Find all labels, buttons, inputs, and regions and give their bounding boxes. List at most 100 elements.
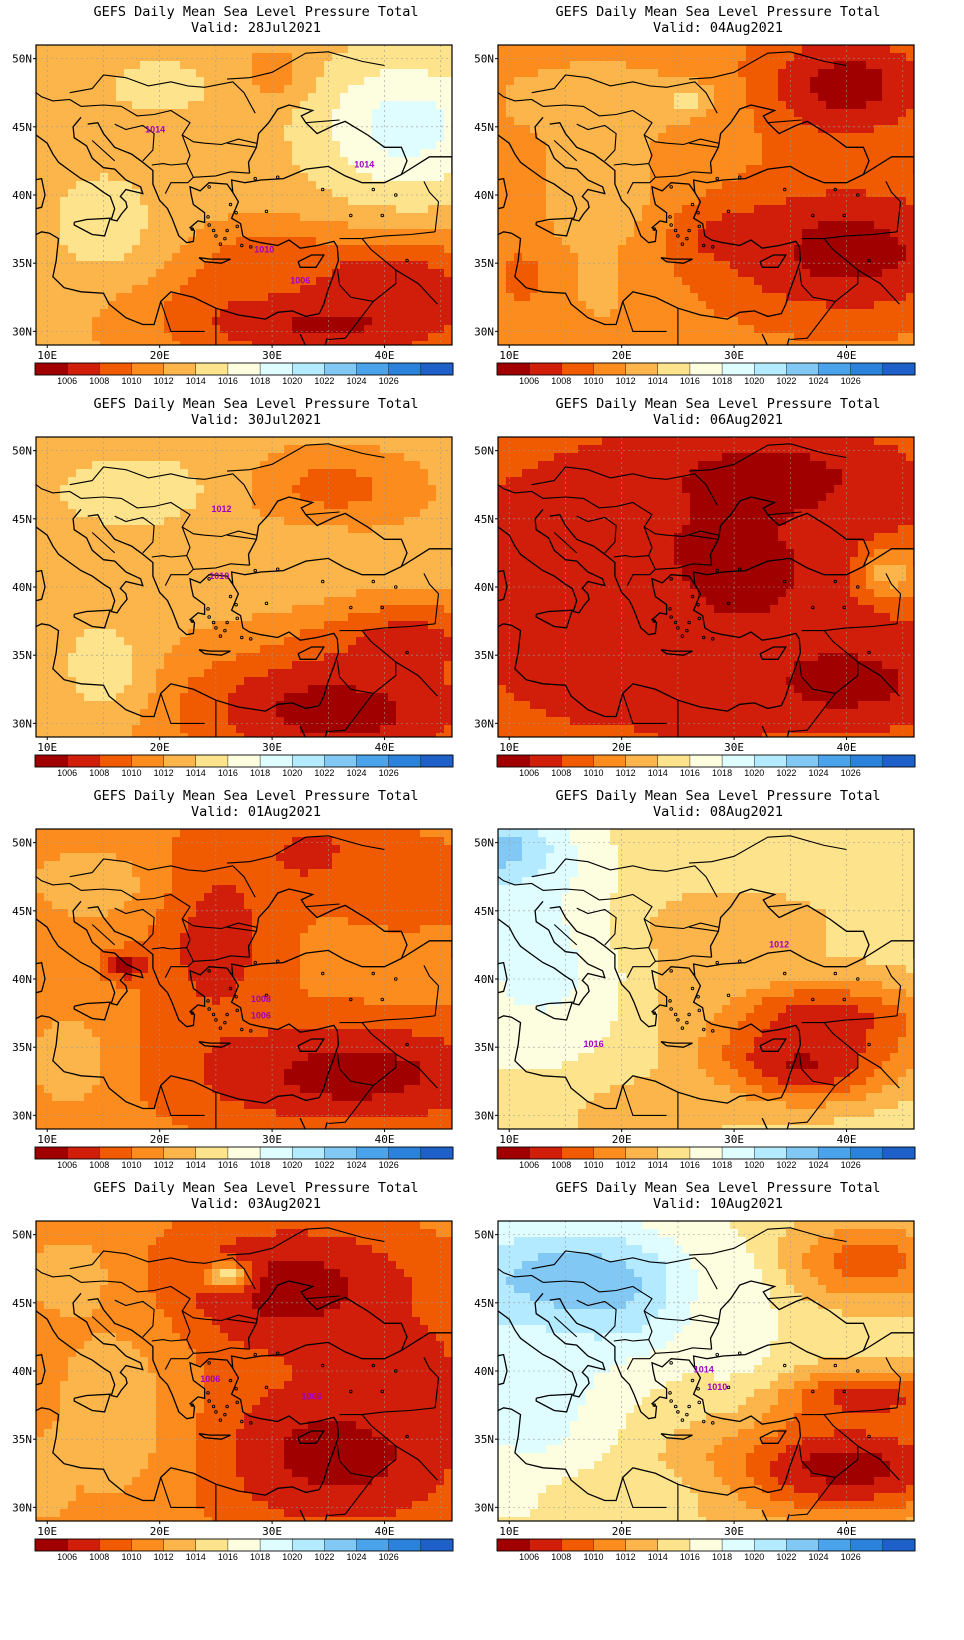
colorbar-swatch bbox=[754, 754, 787, 768]
country-border bbox=[328, 1477, 374, 1517]
coastline bbox=[297, 1430, 325, 1444]
colorbar-label: 1016 bbox=[218, 768, 238, 778]
island bbox=[248, 1421, 253, 1425]
country-border bbox=[395, 1053, 438, 1089]
country-border bbox=[395, 269, 438, 305]
colorbar-swatch bbox=[356, 754, 390, 768]
lat-tick-label: 35N bbox=[474, 1041, 494, 1054]
colorbar-label: 1010 bbox=[583, 1160, 603, 1170]
island bbox=[223, 236, 227, 241]
lat-tick-label: 45N bbox=[12, 905, 32, 918]
island bbox=[235, 1008, 240, 1013]
country-border bbox=[798, 1414, 859, 1478]
island bbox=[234, 1386, 238, 1391]
colorbar-swatch bbox=[689, 1146, 723, 1160]
country-border bbox=[80, 1280, 257, 1322]
coastline bbox=[759, 1038, 787, 1052]
contour-label: 1008 bbox=[251, 994, 271, 1004]
colorbar-swatch bbox=[882, 1146, 916, 1160]
colorbar-swatch bbox=[356, 1146, 390, 1160]
colorbar: 1006 1008 1010 1012 1014 1016 1018 1020 1022 1024… bbox=[496, 1146, 916, 1170]
island bbox=[673, 228, 678, 233]
lon-tick-label: 40E bbox=[837, 1133, 857, 1146]
colorbar-swatch bbox=[34, 362, 68, 376]
island bbox=[669, 1361, 673, 1365]
island bbox=[206, 1391, 210, 1395]
colorbar-swatch bbox=[496, 1538, 530, 1552]
coastline bbox=[535, 609, 574, 629]
lat-tick-label: 30N bbox=[12, 1109, 32, 1122]
coastline bbox=[498, 191, 802, 326]
country-border bbox=[181, 134, 191, 164]
lon-tick-label: 10E bbox=[37, 741, 57, 754]
lat-tick-label: 30N bbox=[474, 325, 494, 338]
lat-tick-label: 50N bbox=[12, 445, 32, 458]
contour-label: 1014 bbox=[694, 1364, 714, 1374]
island bbox=[253, 960, 257, 965]
coastline bbox=[36, 583, 340, 718]
colorbar-swatch bbox=[625, 362, 659, 376]
coastline bbox=[87, 496, 408, 636]
colorbar-label: 1012 bbox=[616, 1160, 636, 1170]
country-border bbox=[36, 876, 82, 891]
colorbar-label: 1016 bbox=[218, 376, 238, 386]
country-border bbox=[336, 1022, 397, 1086]
lon-tick-label: 30E bbox=[724, 349, 744, 362]
island bbox=[833, 579, 838, 584]
island bbox=[264, 1385, 269, 1390]
lat-tick-label: 45N bbox=[474, 121, 494, 134]
colorbar-label: 1024 bbox=[347, 1160, 367, 1170]
country-border bbox=[576, 907, 617, 946]
island bbox=[856, 585, 860, 589]
colorbar-swatch bbox=[34, 1146, 68, 1160]
colorbar-label: 1016 bbox=[680, 376, 700, 386]
panel-valid-date: Valid: 06Aug2021 bbox=[652, 412, 784, 428]
colorbar-label: 1016 bbox=[680, 1552, 700, 1562]
colorbar-swatch bbox=[882, 754, 916, 768]
country-border bbox=[36, 484, 82, 499]
country-border bbox=[531, 1250, 718, 1290]
coastline bbox=[863, 548, 914, 568]
colorbar-label: 1018 bbox=[250, 1552, 270, 1562]
colorbar-label: 1006 bbox=[57, 1160, 77, 1170]
colorbar-label: 1026 bbox=[841, 768, 861, 778]
colorbar: 1006 1008 1010 1012 1014 1016 1018 1020 1022 1024… bbox=[34, 754, 454, 778]
colorbar-label: 1024 bbox=[809, 1552, 829, 1562]
island bbox=[235, 1400, 240, 1405]
colorbar-swatch bbox=[593, 754, 627, 768]
panel-valid-date: Valid: 28Jul2021 bbox=[190, 20, 322, 36]
coastline bbox=[401, 940, 452, 960]
country-border bbox=[576, 123, 617, 162]
country-border bbox=[655, 1347, 712, 1354]
pressure-field: 1008 1006 bbox=[36, 829, 452, 1129]
colorbar-swatch bbox=[657, 754, 691, 768]
country-border bbox=[798, 630, 859, 694]
coastline bbox=[36, 1353, 46, 1386]
lon-tick-label: 10E bbox=[499, 349, 519, 362]
colorbar-swatch bbox=[420, 754, 454, 768]
country-border bbox=[69, 466, 256, 506]
country-border bbox=[689, 534, 719, 540]
island bbox=[669, 577, 673, 581]
colorbar-label: 1022 bbox=[776, 376, 796, 386]
lat-tick-label: 50N bbox=[474, 837, 494, 850]
island bbox=[702, 243, 706, 248]
colorbar-swatch bbox=[561, 754, 594, 768]
island bbox=[697, 224, 702, 229]
island bbox=[405, 650, 409, 655]
lat-tick-label: 35N bbox=[12, 1433, 32, 1446]
island bbox=[696, 1386, 700, 1391]
island bbox=[652, 227, 657, 231]
colorbar-swatch bbox=[818, 1146, 852, 1160]
country-border bbox=[423, 965, 440, 1016]
colorbar-label: 1010 bbox=[121, 1552, 141, 1562]
colorbar-swatch bbox=[388, 362, 422, 376]
colorbar-label: 1026 bbox=[379, 1552, 399, 1562]
coastline bbox=[36, 569, 46, 602]
colorbar: 1006 1008 1010 1012 1014 1016 1018 1020 1022 1024… bbox=[34, 1538, 454, 1562]
colorbar-label: 1008 bbox=[551, 768, 571, 778]
pressure-map: 1014 1014 1010 1006 30N 35N 40N 45N 50N 10E 20E 30E… bbox=[12, 44, 454, 386]
island bbox=[842, 605, 847, 610]
country-border bbox=[339, 231, 436, 240]
country-border bbox=[576, 1299, 617, 1338]
